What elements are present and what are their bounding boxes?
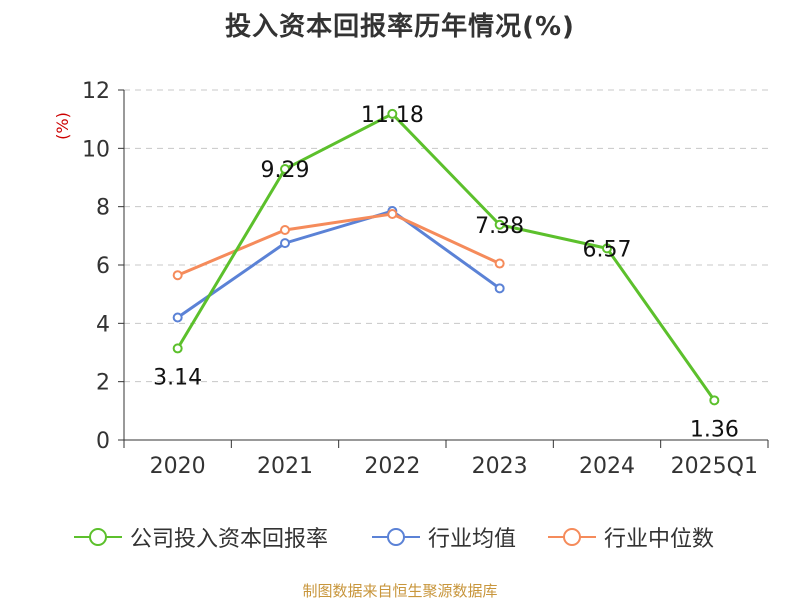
x-tick-label: 2021 — [257, 454, 313, 479]
y-tick-label: 0 — [96, 429, 110, 454]
legend-line-marker-icon — [372, 528, 420, 546]
data-label: 11.18 — [361, 103, 424, 128]
legend-item-industry-mean[interactable]: 行业均值 — [370, 520, 516, 554]
y-tick-label: 4 — [96, 312, 110, 337]
data-point — [172, 312, 183, 323]
y-tick-label: 6 — [96, 254, 110, 279]
y-tick-label: 12 — [82, 79, 110, 104]
data-point — [280, 225, 290, 235]
data-labels: 3.14 9.29 11.18 7.38 6.57 1.36 — [153, 103, 739, 442]
data-label: 6.57 — [583, 237, 632, 262]
data-label: 1.36 — [690, 417, 739, 442]
grid-lines — [124, 89, 768, 383]
data-source-note: 制图数据来自恒生聚源数据库 — [302, 582, 498, 600]
x-tick-label: 2024 — [579, 454, 635, 479]
data-point — [172, 343, 183, 354]
legend-item-industry-median[interactable]: 行业中位数 — [546, 520, 714, 554]
data-point — [494, 283, 505, 294]
x-tick-label: 2022 — [364, 454, 420, 479]
data-point — [494, 258, 505, 269]
data-point — [280, 164, 290, 175]
legend-item-company-roic[interactable]: 公司投入资本回报率 — [72, 520, 328, 554]
data-label: 3.14 — [153, 365, 202, 390]
x-tick-label: 2020 — [150, 454, 206, 479]
data-point — [280, 238, 290, 249]
data-point — [602, 243, 612, 254]
y-tick-label: 10 — [82, 137, 110, 162]
axes: 0 2 4 6 8 10 12 2020 2021 2022 2023 2024 2025Q1 — [82, 79, 769, 479]
chart-legend: 公司投入资本回报率 行业均值 行业中位数 — [0, 520, 800, 554]
x-tick-label: 2025Q1 — [671, 454, 758, 479]
data-point — [709, 395, 720, 406]
data-label: 7.38 — [475, 214, 524, 239]
series-lines — [172, 108, 720, 406]
x-tick-label: 2023 — [472, 454, 528, 479]
legend-line-marker-icon — [548, 528, 596, 546]
chart-title: 投入资本回报率历年情况(%) — [225, 12, 575, 42]
legend-line-marker-icon — [74, 528, 122, 546]
series-line — [176, 112, 716, 402]
data-point — [494, 219, 505, 230]
y-tick-label: 2 — [96, 371, 110, 396]
series-line — [177, 212, 501, 277]
legend-label: 公司投入资本回报率 — [130, 527, 329, 552]
y-tick-label: 8 — [96, 196, 110, 221]
legend-label: 行业中位数 — [604, 527, 715, 552]
data-point — [387, 208, 398, 219]
y-axis-unit-label: (%) — [53, 112, 72, 140]
legend-label: 行业均值 — [428, 527, 517, 552]
data-point — [172, 270, 183, 281]
series-line — [176, 209, 501, 319]
data-label: 9.29 — [261, 158, 310, 183]
data-point — [387, 108, 398, 119]
